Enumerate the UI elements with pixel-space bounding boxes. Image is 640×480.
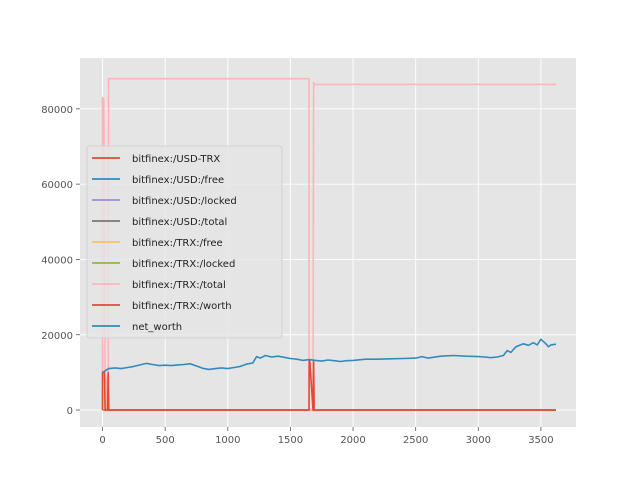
series-lines xyxy=(101,77,557,411)
legend-label-2: bitfinex:/USD:/locked xyxy=(132,196,237,207)
legend-label-8: net_worth xyxy=(132,322,182,333)
legend-label-6: bitfinex:/TRX:/total xyxy=(132,280,226,291)
legend-label-1: bitfinex:/USD:/free xyxy=(132,175,224,186)
y-axis-ticks: 0 20000 40000 60000 80000 xyxy=(41,105,80,417)
y-tick-label-0: 0 xyxy=(67,406,73,417)
series-line-8 xyxy=(102,338,557,374)
x-tick-label-0: 0 xyxy=(99,435,105,446)
legend-label-3: bitfinex:/USD:/total xyxy=(132,217,227,228)
legend-label-7: bitfinex:/TRX:/worth xyxy=(132,301,232,312)
x-tick-label-6: 3000 xyxy=(466,435,491,446)
y-tick-label-1: 20000 xyxy=(41,331,73,342)
y-tick-label-4: 80000 xyxy=(41,105,73,116)
legend: bitfinex:/USD-TRX bitfinex:/USD:/free bitf… xyxy=(86,145,283,339)
legend-label-5: bitfinex:/TRX:/locked xyxy=(132,259,235,270)
y-tick-label-2: 40000 xyxy=(41,255,73,266)
x-tick-label-3: 1500 xyxy=(278,435,303,446)
x-tick-label-1: 500 xyxy=(156,435,175,446)
legend-label-4: bitfinex:/TRX:/free xyxy=(132,238,223,249)
legend-box xyxy=(86,145,283,339)
x-tick-label-4: 2000 xyxy=(340,435,365,446)
legend-label-0: bitfinex:/USD-TRX xyxy=(132,154,220,165)
x-axis-ticks: 0 500 1000 1500 2000 2500 3000 3500 xyxy=(99,427,554,446)
x-tick-label-7: 3500 xyxy=(528,435,553,446)
y-tick-label-3: 60000 xyxy=(41,180,73,191)
x-tick-label-5: 2500 xyxy=(403,435,428,446)
x-tick-label-2: 1000 xyxy=(215,435,240,446)
series-line-7 xyxy=(101,360,556,411)
